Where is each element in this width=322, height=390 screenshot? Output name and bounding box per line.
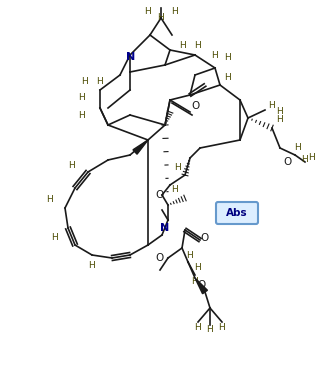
Text: H: H: [194, 264, 201, 273]
Text: O: O: [198, 280, 206, 290]
Text: H: H: [302, 156, 308, 165]
Text: H: H: [194, 41, 201, 50]
Text: H: H: [277, 115, 283, 124]
Text: N: N: [126, 52, 136, 62]
Text: H: H: [180, 41, 186, 50]
Text: H: H: [194, 323, 201, 333]
Text: H: H: [158, 14, 164, 23]
FancyBboxPatch shape: [216, 202, 258, 224]
Text: H: H: [79, 110, 85, 119]
Text: H: H: [97, 78, 103, 87]
Text: H: H: [269, 101, 275, 110]
Text: H: H: [79, 94, 85, 103]
Text: H: H: [47, 195, 53, 204]
Text: H: H: [52, 234, 58, 243]
Text: Abs: Abs: [226, 208, 248, 218]
Text: H: H: [207, 326, 213, 335]
Text: H: H: [187, 250, 194, 259]
Text: H: H: [308, 154, 315, 163]
Text: O: O: [156, 190, 164, 200]
Text: H: H: [219, 323, 225, 333]
Text: O: O: [284, 157, 292, 167]
Text: H: H: [212, 50, 218, 60]
Text: H: H: [172, 186, 178, 195]
Text: O: O: [192, 101, 200, 111]
Text: H: H: [277, 108, 283, 117]
Text: H: H: [89, 261, 95, 269]
Text: H: H: [225, 53, 232, 62]
Text: H: H: [295, 144, 301, 152]
Polygon shape: [195, 278, 207, 294]
Text: O: O: [201, 233, 209, 243]
Text: N: N: [160, 223, 170, 233]
Text: H: H: [172, 7, 178, 16]
Text: O: O: [156, 253, 164, 263]
Text: H: H: [81, 78, 88, 87]
Text: H: H: [225, 73, 232, 83]
Text: H: H: [192, 278, 198, 287]
Text: H: H: [145, 7, 151, 16]
Text: H: H: [175, 163, 181, 172]
Polygon shape: [133, 140, 148, 154]
Text: H: H: [69, 161, 75, 170]
